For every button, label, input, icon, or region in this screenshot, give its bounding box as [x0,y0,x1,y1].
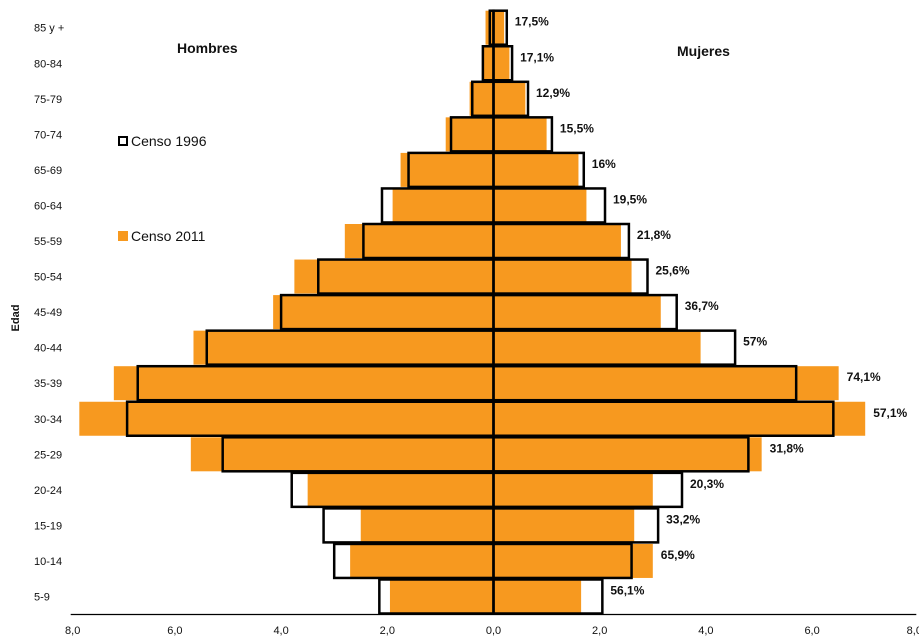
category-label: 40-44 [34,343,62,355]
category-label: 65-69 [34,165,62,177]
bar-2011-mujeres [493,330,701,365]
bar-2011-hombres [400,152,494,187]
bar-2011-hombres [350,543,494,578]
bar-2011-mujeres [493,10,505,45]
bar-2011-mujeres [493,259,632,294]
data-label: 25,6% [655,264,689,278]
data-label: 19,5% [613,192,647,206]
mujeres-label: Mujeres [677,43,730,59]
x-tick-label: 0,0 [486,625,501,637]
bar-2011-hombres [360,508,494,543]
category-label: 75-79 [34,94,62,106]
legend-item-censo-1996: Censo 1996 [118,133,207,149]
bar-data-labels: 56,1% 65,9% 33,2% 20,3% 31,8% 57,1% 74,1% 57% 36… [515,15,908,598]
category-label: 25-29 [34,449,62,461]
bar-2011-hombres [469,81,494,116]
x-tick-label: 8,0 [907,625,919,637]
data-label: 17,5% [515,15,549,29]
hombres-label: Hombres [177,40,238,56]
bar-2011-mujeres [493,401,866,436]
bar-2011-mujeres [493,46,510,81]
x-tick-label: 8,0 [65,625,80,637]
bar-2011-hombres [482,46,494,81]
bar-2011-hombres [190,437,494,472]
bar-2011-hombres [79,401,494,436]
bar-2011-hombres [294,259,494,294]
bar-2011-mujeres [493,472,653,507]
bar-2011-hombres [307,472,494,507]
legend-label-censo-1996: Censo 1996 [131,133,207,149]
bar-2011-mujeres [493,366,839,401]
data-label: 36,7% [685,299,719,313]
x-tick-label: 4,0 [273,625,288,637]
category-label: 60-64 [34,200,62,212]
bar-2011-mujeres [493,81,526,116]
bar-2011-mujeres [493,543,653,578]
data-label: 57,1% [873,406,907,420]
data-label: 21,8% [637,228,671,242]
bar-2011-hombres [273,295,494,330]
data-label: 15,5% [560,121,594,135]
category-label: 50-54 [34,272,62,284]
bar-2011-mujeres [493,295,661,330]
data-label: 12,9% [536,86,570,100]
bar-2011-mujeres [493,437,762,472]
category-label: 15-19 [34,520,62,532]
x-tick-label: 4,0 [698,625,713,637]
data-label: 74,1% [847,370,881,384]
data-label: 65,9% [661,548,695,562]
bar-2011-hombres [389,579,494,614]
legend-item-censo-2011: Censo 2011 [118,228,205,244]
data-label: 56,1% [610,584,644,598]
bar-2011-mujeres [493,508,635,543]
bar-2011-hombres [344,224,494,258]
data-label: 17,1% [520,50,554,64]
category-label: 55-59 [34,236,62,248]
data-label: 20,3% [690,477,724,491]
x-tick-label: 6,0 [804,625,819,637]
legend-swatch-censo-2011 [118,231,128,241]
legend-label-censo-2011: Censo 2011 [131,228,206,244]
bar-2011-mujeres [493,579,582,614]
y-axis-label: Edad [10,305,22,332]
x-tick-label: 2,0 [592,625,607,637]
bar-2011-mujeres [493,224,621,258]
category-label: 70-74 [34,129,62,141]
category-label: 35-39 [34,378,62,390]
bar-2011-hombres [392,188,494,223]
bar-2011-mujeres [493,117,547,152]
x-tick-labels: 8,0 6,0 4,0 2,0 0,0 2,0 4,0 6,0 8,0 [65,625,919,637]
bar-2011-hombres [113,366,494,401]
axes [70,10,917,616]
x-tick-label: 2,0 [380,625,395,637]
data-label: 31,8% [770,441,804,455]
category-tick-labels: 5-9 10-14 15-19 20-24 25-29 30-34 35-39 40-44 45… [34,23,64,604]
category-label: 30-34 [34,414,62,426]
bar-2011-hombres [445,117,494,152]
category-label: 20-24 [34,485,62,497]
category-label: 85 y + [34,23,64,35]
x-tick-label: 6,0 [167,625,182,637]
category-label: 5-9 [34,592,50,604]
series-censo-2011 [79,10,866,614]
category-label: 80-84 [34,58,62,70]
bar-2011-mujeres [493,152,579,187]
data-label: 57% [743,335,767,349]
legend-swatch-censo-1996 [118,136,128,146]
data-label: 33,2% [666,512,700,526]
bar-2011-mujeres [493,188,587,223]
bar-2011-hombres [193,330,494,365]
category-label: 10-14 [34,556,62,568]
data-label: 16% [592,157,616,171]
category-label: 45-49 [34,307,62,319]
